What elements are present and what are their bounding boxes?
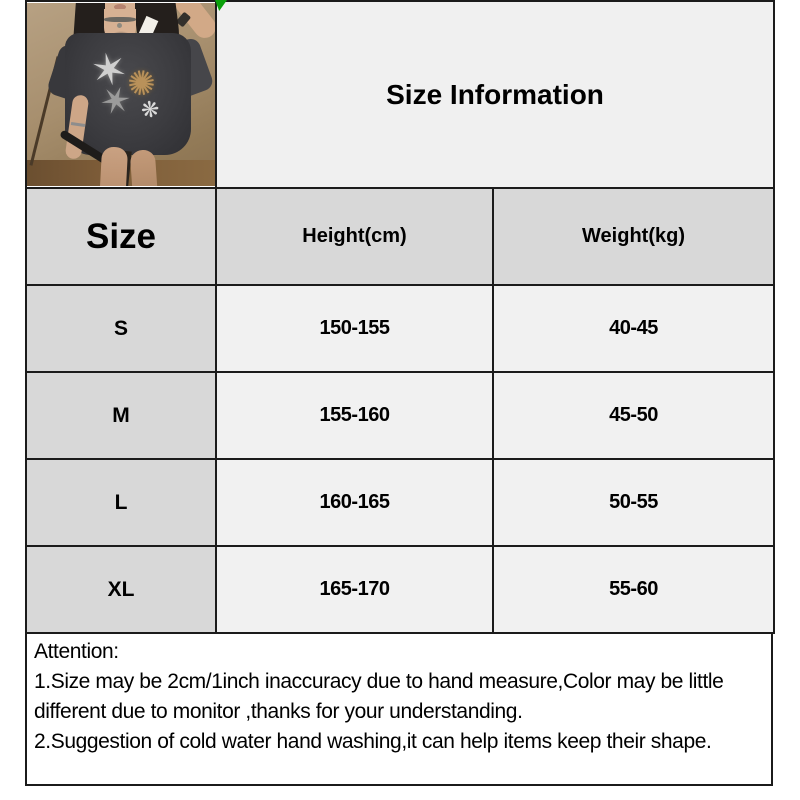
attention-line-2: different due to monitor ,thanks for you… — [34, 700, 523, 723]
model-photo: ✶ ✺ ✶ ❋ — [27, 3, 215, 186]
size-table: ✶ ✺ ✶ ❋ — [25, 0, 776, 634]
butterfly-star-glyph: ❋ — [139, 95, 162, 124]
column-header-weight: Weight(kg) — [491, 187, 776, 286]
model-right-leg — [129, 149, 158, 186]
table-row-m: M 155-160 45-50 — [25, 371, 776, 460]
table-row-s: S 150-155 40-45 — [25, 284, 776, 373]
tshirt-graphic-print: ✶ ✺ ✶ ❋ — [85, 43, 175, 129]
green-corner-marker — [215, 0, 227, 11]
size-label: S — [25, 284, 217, 373]
height-value: 160-165 — [215, 458, 494, 547]
model-left-leg — [99, 146, 129, 186]
weight-value: 40-45 — [491, 284, 776, 373]
table-row-l: L 160-165 50-55 — [25, 458, 776, 547]
weight-value: 55-60 — [491, 545, 776, 634]
top-row: ✶ ✺ ✶ ❋ — [25, 0, 776, 189]
attention-note: Attention: 1.Size may be 2cm/1inch inacc… — [25, 634, 773, 786]
size-label: XL — [25, 545, 217, 634]
product-photo-cell: ✶ ✺ ✶ ❋ — [25, 0, 217, 189]
choker-necklace — [104, 17, 136, 22]
attention-line-3: 2.Suggestion of cold water hand washing,… — [34, 730, 712, 753]
weight-value: 50-55 — [491, 458, 776, 547]
column-header-size: Size — [25, 187, 217, 286]
height-value: 155-160 — [215, 371, 494, 460]
attention-heading: Attention: — [34, 640, 119, 663]
title-cell: Size Information — [214, 0, 776, 189]
necklace-pendant — [117, 23, 122, 28]
model-lips — [114, 4, 126, 10]
oversized-tshirt — [65, 33, 191, 155]
height-value: 150-155 — [215, 284, 494, 373]
column-header-height: Height(cm) — [215, 187, 494, 286]
size-chart-sheet: ✶ ✺ ✶ ❋ — [25, 0, 776, 786]
attention-line-1: 1.Size may be 2cm/1inch inaccuracy due t… — [34, 670, 724, 693]
size-label: M — [25, 371, 217, 460]
weight-value: 45-50 — [491, 371, 776, 460]
table-row-xl: XL 165-170 55-60 — [25, 545, 776, 634]
page-title: Size Information — [386, 78, 604, 110]
size-label: L — [25, 458, 217, 547]
table-header-row: Size Height(cm) Weight(kg) — [25, 187, 776, 286]
height-value: 165-170 — [215, 545, 494, 634]
